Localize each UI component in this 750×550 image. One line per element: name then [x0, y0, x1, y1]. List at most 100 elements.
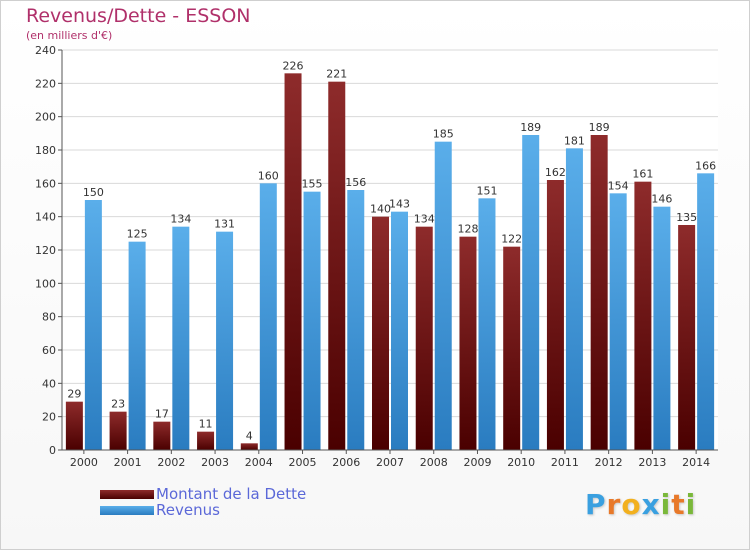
- x-tick-label: 2007: [376, 456, 404, 469]
- bar-revenus: [434, 141, 452, 450]
- data-label-revenus: 125: [127, 228, 148, 241]
- y-tick-label: 220: [35, 77, 56, 90]
- bar-revenus: [478, 198, 496, 450]
- legend-item-revenus: Revenus: [100, 501, 220, 519]
- bar-dette: [197, 431, 215, 450]
- bar-dette: [415, 226, 433, 450]
- data-label-revenus: 146: [651, 193, 672, 206]
- x-tick-label: 2014: [682, 456, 710, 469]
- bar-revenus: [303, 191, 321, 450]
- x-tick-label: 2005: [289, 456, 317, 469]
- data-label-revenus: 150: [83, 186, 104, 199]
- logo-letter: r: [606, 488, 622, 521]
- data-label-dette: 11: [199, 418, 213, 431]
- y-tick-label: 160: [35, 177, 56, 190]
- bar-dette: [109, 411, 127, 450]
- bar-revenus: [565, 148, 583, 451]
- data-label-revenus: 143: [389, 198, 410, 211]
- x-tick-label: 2013: [638, 456, 666, 469]
- bar-revenus: [522, 135, 540, 450]
- bar-revenus: [172, 226, 190, 450]
- y-tick-label: 40: [42, 377, 56, 390]
- logo-letter: o: [621, 488, 642, 521]
- bar-revenus: [84, 200, 102, 450]
- bar-dette: [65, 401, 83, 450]
- y-tick-label: 200: [35, 111, 56, 124]
- x-tick-label: 2003: [201, 456, 229, 469]
- bar-revenus: [653, 206, 671, 450]
- legend-item-dette: Montant de la Dette: [100, 485, 307, 503]
- logo-letter: x: [641, 488, 661, 521]
- data-label-revenus: 181: [564, 134, 585, 147]
- y-tick-label: 0: [49, 444, 56, 457]
- y-tick-label: 240: [35, 44, 56, 57]
- y-tick-label: 120: [35, 244, 56, 257]
- y-tick-label: 140: [35, 211, 56, 224]
- bar-dette: [503, 246, 521, 450]
- bar-revenus: [216, 231, 234, 450]
- data-label-revenus: 166: [695, 159, 716, 172]
- data-label-dette: 29: [67, 388, 81, 401]
- data-label-dette: 122: [501, 233, 522, 246]
- bar-revenus: [391, 211, 408, 450]
- x-tick-label: 2009: [463, 456, 491, 469]
- bar-revenus: [128, 241, 146, 450]
- x-tick-label: 2001: [114, 456, 142, 469]
- x-tick-label: 2011: [551, 456, 579, 469]
- bar-dette: [240, 443, 258, 450]
- legend-label-revenus: Revenus: [156, 501, 220, 519]
- x-tick-label: 2008: [420, 456, 448, 469]
- chart-subtitle: (en milliers d'€): [26, 29, 113, 42]
- bar-revenus: [347, 190, 365, 450]
- legend-swatch-revenus: [100, 505, 154, 515]
- bar-dette: [634, 181, 652, 450]
- y-tick-label: 100: [35, 277, 56, 290]
- data-label-dette: 134: [414, 213, 435, 226]
- bar-dette: [328, 81, 346, 451]
- data-label-dette: 17: [155, 408, 169, 421]
- x-tick-label: 2002: [157, 456, 185, 469]
- bar-dette: [153, 421, 171, 450]
- bar-dette: [546, 180, 564, 450]
- data-label-dette: 161: [632, 168, 653, 181]
- data-label-revenus: 134: [170, 213, 191, 226]
- bar-revenus: [609, 193, 627, 451]
- logo-letter: i: [660, 488, 672, 521]
- y-tick-label: 180: [35, 144, 56, 157]
- bar-dette: [459, 236, 477, 450]
- y-tick-label: 20: [42, 411, 56, 424]
- data-label-dette: 23: [111, 398, 125, 411]
- bar-revenus: [697, 173, 715, 451]
- x-tick-label: 2000: [70, 456, 98, 469]
- x-tick-label: 2012: [595, 456, 623, 469]
- x-tick-label: 2004: [245, 456, 273, 469]
- data-label-revenus: 189: [520, 121, 541, 134]
- logo-letter: t: [671, 488, 686, 521]
- bar-revenus: [259, 183, 277, 451]
- data-label-revenus: 151: [476, 184, 497, 197]
- y-tick-label: 80: [42, 311, 56, 324]
- y-tick-label: 60: [42, 344, 56, 357]
- proxiti-logo: Proxiti: [585, 488, 696, 521]
- chart-title: Revenus/Dette - ESSON: [26, 5, 251, 27]
- bar-dette: [590, 135, 608, 450]
- data-label-dette: 135: [676, 211, 697, 224]
- data-label-dette: 162: [545, 166, 566, 179]
- data-label-revenus: 154: [608, 179, 629, 192]
- data-label-revenus: 155: [302, 178, 323, 191]
- data-label-revenus: 185: [433, 128, 454, 141]
- data-label-dette: 4: [246, 429, 253, 442]
- data-label-revenus: 131: [214, 218, 235, 231]
- logo-letter: P: [585, 488, 607, 521]
- x-tick-label: 2006: [332, 456, 360, 469]
- bar-dette: [372, 216, 389, 450]
- x-tick-label: 2010: [507, 456, 535, 469]
- data-label-revenus: 160: [258, 169, 279, 182]
- data-label-dette: 128: [457, 223, 478, 236]
- bar-dette: [678, 225, 696, 450]
- legend-label-dette: Montant de la Dette: [156, 485, 307, 503]
- data-label-dette: 140: [370, 203, 391, 216]
- data-label-revenus: 156: [345, 176, 366, 189]
- data-label-dette: 221: [326, 68, 347, 81]
